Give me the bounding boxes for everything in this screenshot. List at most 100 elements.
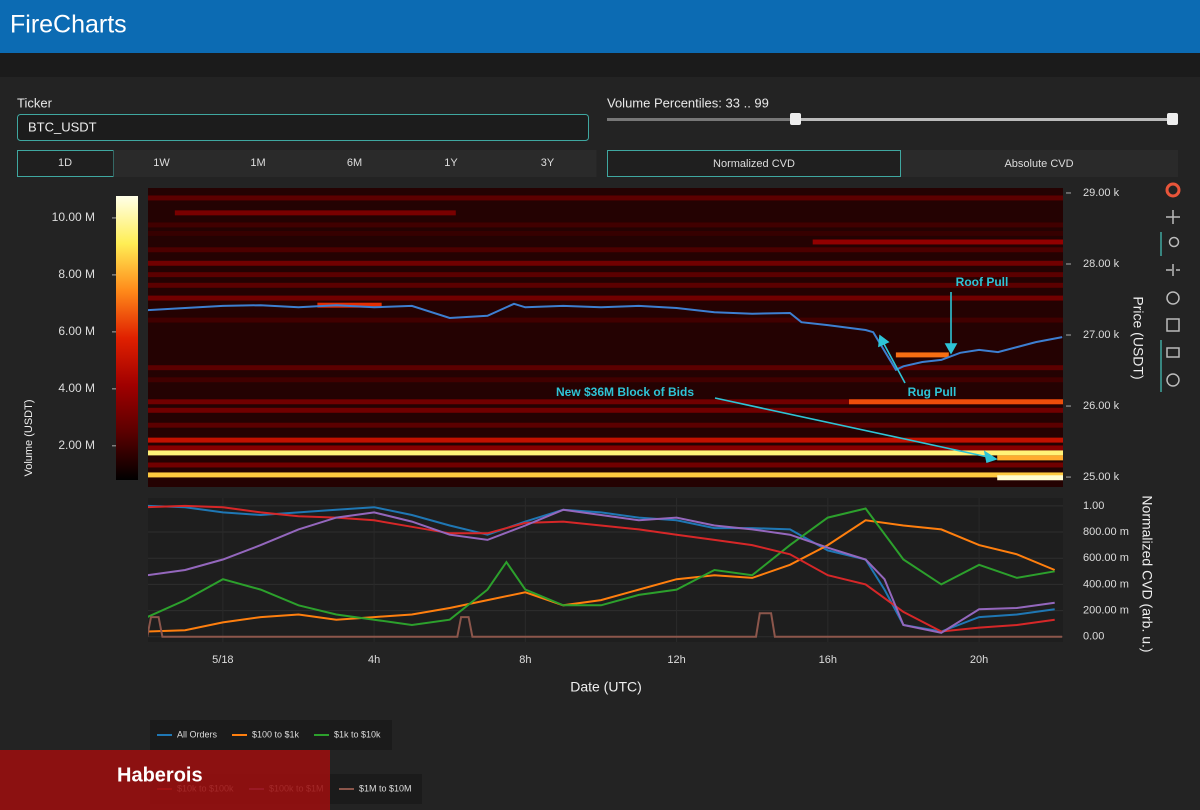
liquidity-band <box>148 422 1063 428</box>
liquidity-band <box>148 399 1063 405</box>
liquidity-band <box>148 272 1063 278</box>
timeframe-button[interactable] <box>210 150 307 177</box>
liquidity-band <box>148 317 1063 323</box>
colorbar-tick-label: 6.00 M <box>58 324 95 338</box>
slider-handle[interactable] <box>790 113 801 125</box>
ticker-value: BTC_USDT <box>28 119 97 134</box>
arrow <box>883 343 906 384</box>
modebar <box>1160 182 1181 392</box>
y-tick-label: 600.00 m <box>1083 552 1129 564</box>
y-tick-label: 400.00 m <box>1083 578 1129 590</box>
y-tick-label: 28.00 k <box>1083 258 1120 270</box>
y-tick-label: 200.00 m <box>1083 604 1129 616</box>
liquidity-band <box>148 407 1063 413</box>
timeframe-label[interactable]: 1M <box>250 157 265 169</box>
slider-range <box>796 118 1172 121</box>
ticker-label: Ticker <box>17 95 53 110</box>
liquidity-band <box>997 475 1063 481</box>
zoom-icon[interactable] <box>1168 236 1180 248</box>
annotation-arrows <box>714 292 998 464</box>
colorbar-tick-label: 8.00 M <box>58 267 95 281</box>
timeframe-button[interactable] <box>499 150 597 177</box>
colorbar-tick-label: 4.00 M <box>58 381 95 395</box>
annotation: New $36M Block of Bids <box>556 385 694 399</box>
cvd-background <box>148 498 1063 642</box>
y-tick-label: 26.00 k <box>1083 400 1120 412</box>
y-tick-label: 1.00 <box>1083 500 1104 512</box>
hover-icon[interactable] <box>1166 347 1180 358</box>
liquidity-band <box>148 260 1063 266</box>
liquidity-band <box>848 399 1063 405</box>
timeframe-label[interactable]: 3Y <box>541 157 555 169</box>
x-axis-title: Date (UTC) <box>570 679 642 695</box>
heatmap-background <box>148 188 1063 487</box>
slider-handle[interactable] <box>1167 113 1178 125</box>
pan-icon[interactable] <box>1166 210 1180 224</box>
spike-icon[interactable] <box>1166 373 1180 387</box>
y-tick-label: 29.00 k <box>1083 187 1120 199</box>
x-tick-label: 16h <box>819 654 837 666</box>
cvd-line <box>148 507 1055 627</box>
save-icon[interactable] <box>1166 318 1180 332</box>
logo-icon[interactable] <box>1165 182 1181 198</box>
header-bar <box>0 0 1200 53</box>
y-tick-label: 25.00 k <box>1083 471 1120 483</box>
liquidity-band <box>148 247 1063 253</box>
timeframe-button[interactable] <box>403 150 500 177</box>
arrow <box>714 397 989 458</box>
colorbar-title: Volume (USDT) <box>23 399 35 476</box>
cvd-option[interactable]: Absolute CVD <box>1004 158 1073 170</box>
annotation: Roof Pull <box>956 275 1009 289</box>
legend-label[interactable]: $100 to $1k <box>252 729 300 739</box>
ticker-input[interactable] <box>17 114 589 141</box>
y-axis-title: Normalized CVD (arb. u.) <box>1139 495 1155 652</box>
watermark: Haberois <box>117 764 203 786</box>
timeframe-button[interactable] <box>306 150 404 177</box>
legend-label[interactable]: $1M to $10M <box>359 783 412 793</box>
cvd-panel <box>148 498 1063 642</box>
timeframe-label[interactable]: 1Y <box>444 157 458 169</box>
liquidity-band <box>174 210 456 216</box>
timeframe-label[interactable]: 6M <box>347 157 362 169</box>
reset-icon[interactable] <box>1166 291 1180 305</box>
legend-box <box>150 720 392 750</box>
x-tick-label: 12h <box>667 654 685 666</box>
liquidity-band <box>812 239 1063 245</box>
legend-label[interactable]: $1k to $10k <box>334 729 381 739</box>
liquidity-band <box>148 472 1063 478</box>
annotation: Rug Pull <box>908 385 957 399</box>
arrowhead <box>878 334 890 348</box>
percentile-label: Volume Percentiles: 33 .. 99 <box>607 95 769 110</box>
legend-label[interactable]: All Orders <box>177 729 218 739</box>
colorbar <box>116 196 138 480</box>
liquidity-band <box>148 282 1063 288</box>
timeframe-buttons: 1D 1W 1M 6M 1Y 3Y <box>17 150 597 177</box>
lasso-icon[interactable] <box>1166 264 1180 276</box>
timeframe-label[interactable]: 1D <box>58 157 72 169</box>
y-tick-label: 27.00 k <box>1083 329 1120 341</box>
y-axis-title: Price (USDT) <box>1130 296 1146 379</box>
colorbar-tick-label: 10.00 M <box>52 210 95 224</box>
timeframe-label[interactable]: 1W <box>153 157 170 169</box>
cvd-lines <box>148 504 1063 638</box>
y-tick-label: 0.00 <box>1083 631 1104 643</box>
top-strip <box>0 53 1200 77</box>
arrowhead <box>983 450 998 464</box>
cvd-line <box>148 504 1055 633</box>
arrowhead <box>944 343 958 355</box>
liquidity-band <box>148 295 1063 301</box>
cvd-option-selected[interactable] <box>607 150 901 177</box>
liquidity-band <box>148 222 1063 228</box>
cvd-option[interactable]: Normalized CVD <box>713 158 795 170</box>
liquidity-band <box>148 377 1063 383</box>
timeframe-button[interactable] <box>113 150 211 177</box>
liquidity-band <box>148 462 1063 468</box>
y-tick-label: 800.00 m <box>1083 526 1129 538</box>
watermark-box <box>0 750 330 810</box>
liquidity-band <box>148 365 1063 371</box>
liquidity-band <box>148 437 1063 443</box>
timeframe-selected[interactable] <box>17 150 114 177</box>
x-tick-label: 4h <box>368 654 380 666</box>
x-tick-label: 5/18 <box>212 654 233 666</box>
